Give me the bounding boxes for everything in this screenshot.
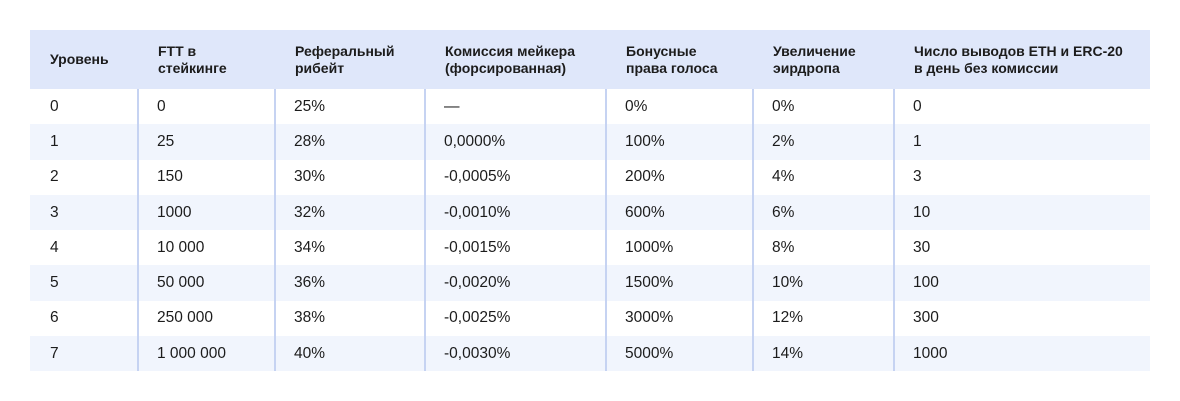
cell-maker-fee: -0,0030% — [424, 336, 606, 372]
cell-airdrop-boost: 4% — [752, 159, 894, 195]
cell-bonus-votes: 0% — [605, 89, 753, 125]
cell-ftt-staked: 0 — [137, 89, 275, 125]
cell-bonus-votes: 100% — [605, 124, 753, 160]
cell-free-withdrawals: 1000 — [893, 336, 1150, 372]
table-row: 1 25 28% 0,0000% 100% 2% 1 — [30, 124, 1150, 160]
cell-level: 7 — [50, 344, 59, 362]
table-body: 0 0 25% —0% 0% 0 1 25 28% 0,0000% 100% 2% 1 2 150 30% -0… — [30, 89, 1150, 372]
cell-maker-fee: -0,0015% — [424, 230, 606, 266]
cell-bonus-votes: 200% — [605, 159, 753, 195]
header-airdrop-boost: Увеличение эирдропа — [773, 42, 856, 76]
cell-referral-rebate: 28% — [274, 124, 425, 160]
cell-bonus-votes: 5000% — [605, 336, 753, 372]
cell-free-withdrawals: 30 — [893, 230, 1150, 266]
table-header: Уровень FTT в стейкинге Реферальный рибе… — [30, 30, 1150, 89]
cell-maker-fee: -0,0020% — [424, 265, 606, 301]
cell-free-withdrawals: 10 — [893, 194, 1150, 231]
cell-maker-fee: -0,0010% — [424, 194, 606, 231]
table-container: Уровень FTT в стейкинге Реферальный рибе… — [30, 30, 1150, 372]
header-referral-rebate: Реферальный рибейт — [295, 42, 395, 76]
cell-ftt-staked: 250 000 — [137, 300, 275, 337]
header-free-withdrawals: Число выводов ETH и ERC-20 в день без ко… — [914, 42, 1123, 76]
cell-level: 2 — [50, 168, 59, 186]
cell-referral-rebate: 32% — [274, 194, 425, 231]
cell-airdrop-boost: 14% — [752, 336, 894, 372]
cell-maker-fee: 0,0000% — [424, 124, 606, 160]
cell-maker-fee: — — [424, 89, 606, 125]
cell-bonus-votes: 600% — [605, 194, 753, 231]
cell-airdrop-boost: 12% — [752, 300, 894, 337]
table-row: 2 150 30% -0,0005% 200% 4% 3 — [30, 159, 1150, 195]
cell-referral-rebate: 34% — [274, 230, 425, 266]
header-row: Уровень FTT в стейкинге Реферальный рибе… — [30, 30, 1150, 89]
table-row: 6 250 000 38% -0,0025% 3000% 12% 300 — [30, 300, 1150, 337]
cell-level: 5 — [50, 274, 59, 292]
cell-airdrop-boost: 8% — [752, 230, 894, 266]
header-bonus-votes: Бонусные права голоса — [626, 42, 718, 76]
header-ftt-staked: FTT в стейкинге — [158, 42, 227, 76]
cell-airdrop-boost: 0% — [752, 89, 894, 125]
cell-free-withdrawals: 0 — [893, 89, 1150, 125]
cell-referral-rebate: 40% — [274, 336, 425, 372]
cell-airdrop-boost: 10% — [752, 265, 894, 301]
cell-maker-fee: -0,0025% — [424, 300, 606, 337]
cell-level: 4 — [50, 238, 59, 256]
cell-bonus-votes: 3000% — [605, 300, 753, 337]
cell-ftt-staked: 25 — [137, 124, 275, 160]
cell-ftt-staked: 1 000 000 — [137, 336, 275, 372]
cell-referral-rebate: 38% — [274, 300, 425, 337]
cell-referral-rebate: 36% — [274, 265, 425, 301]
cell-ftt-staked: 10 000 — [137, 230, 275, 266]
header-level: Уровень — [50, 51, 109, 67]
table-row: 7 1 000 000 40% -0,0030% 5000% 14% 1000 — [30, 336, 1150, 372]
cell-ftt-staked: 1000 — [137, 194, 275, 231]
cell-airdrop-boost: 6% — [752, 194, 894, 231]
cell-free-withdrawals: 1 — [893, 124, 1150, 160]
cell-level: 1 — [50, 132, 59, 150]
cell-free-withdrawals: 300 — [893, 300, 1150, 337]
cell-level: 0 — [50, 97, 59, 115]
table-row: 4 10 000 34% -0,0015% 1000% 8% 30 — [30, 230, 1150, 266]
cell-bonus-votes: 1000% — [605, 230, 753, 266]
cell-free-withdrawals: 3 — [893, 159, 1150, 195]
cell-level: 3 — [50, 203, 59, 221]
header-maker-fee: Комиссия мейкера (форсированная) — [445, 42, 575, 76]
cell-referral-rebate: 25% — [274, 89, 425, 125]
cell-bonus-votes: 1500% — [605, 265, 753, 301]
cell-referral-rebate: 30% — [274, 159, 425, 195]
cell-airdrop-boost: 2% — [752, 124, 894, 160]
table-row: 3 1000 32% -0,0010% 600% 6% 10 — [30, 194, 1150, 231]
cell-ftt-staked: 150 — [137, 159, 275, 195]
cell-free-withdrawals: 100 — [893, 265, 1150, 301]
cell-ftt-staked: 50 000 — [137, 265, 275, 301]
cell-maker-fee: -0,0005% — [424, 159, 606, 195]
cell-level: 6 — [50, 309, 59, 327]
ftt-staking-levels-table: Уровень FTT в стейкинге Реферальный рибе… — [30, 30, 1150, 372]
table-row: 0 0 25% —0% 0% 0 — [30, 89, 1150, 125]
table-row: 5 50 000 36% -0,0020% 1500% 10% 100 — [30, 265, 1150, 301]
